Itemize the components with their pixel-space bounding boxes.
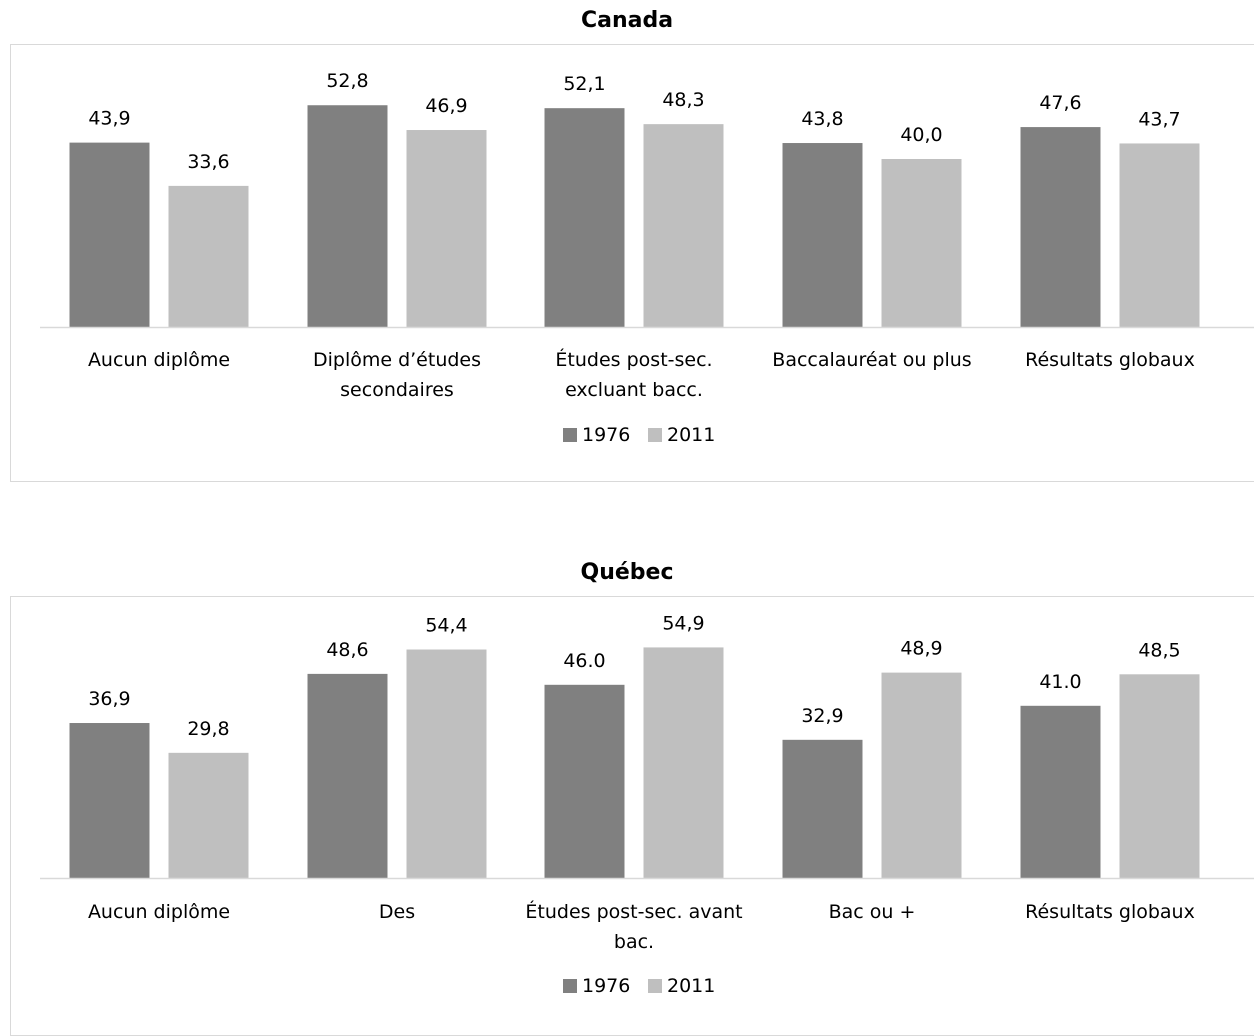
data-label-quebec-1976-1: 48,6 — [326, 639, 368, 661]
data-label-quebec-2011-2: 54,9 — [662, 612, 704, 634]
bar-quebec-1976-4 — [1020, 705, 1101, 878]
chart-frame-canada — [10, 44, 1254, 482]
data-label-quebec-1976-2: 46.0 — [563, 650, 605, 672]
data-label-canada-2011-0: 33,6 — [187, 151, 229, 173]
data-label-canada-2011-4: 43,7 — [1138, 108, 1180, 130]
bar-quebec-1976-2 — [544, 684, 625, 878]
category-label-quebec-2: Études post-sec. avant bac. — [525, 900, 742, 953]
bar-quebec-2011-0 — [168, 752, 249, 878]
category-label-canada-4: Résultats globaux — [1025, 349, 1195, 371]
bar-quebec-2011-4 — [1119, 674, 1200, 878]
data-label-canada-1976-2: 52,1 — [563, 73, 605, 95]
bar-canada-1976-1 — [307, 105, 388, 328]
bar-canada-1976-4 — [1020, 127, 1101, 327]
legend-label-canada-1976: 1976 — [582, 424, 630, 446]
chart-title-quebec: Québec — [580, 560, 674, 585]
data-label-canada-2011-2: 48,3 — [662, 89, 704, 111]
category-label-canada-2: Études post-sec. excluant bacc. — [555, 348, 712, 401]
bar-canada-2011-0 — [168, 185, 249, 327]
data-label-quebec-2011-0: 29,8 — [187, 718, 229, 740]
legend-swatch-canada-1976 — [563, 428, 577, 442]
data-label-canada-1976-4: 47,6 — [1039, 92, 1081, 114]
category-label-quebec-3: Bac ou + — [829, 901, 916, 923]
legend-swatch-quebec-1976 — [563, 979, 577, 993]
category-label-quebec-1: Des — [379, 901, 415, 923]
legend-label-canada-2011: 2011 — [667, 424, 715, 446]
bar-canada-1976-2 — [544, 108, 625, 328]
bar-quebec-2011-3 — [881, 672, 962, 878]
category-label-quebec-4: Résultats globaux — [1025, 901, 1195, 923]
data-label-canada-1976-0: 43,9 — [88, 108, 130, 130]
bar-canada-2011-1 — [406, 130, 487, 327]
chart-title-canada: Canada — [580, 8, 674, 33]
bar-quebec-1976-3 — [782, 739, 863, 878]
data-label-quebec-2011-3: 48,9 — [900, 638, 942, 660]
bar-canada-2011-4 — [1119, 143, 1200, 327]
data-label-quebec-2011-4: 48,5 — [1138, 639, 1180, 661]
bar-canada-1976-0 — [69, 142, 150, 327]
data-label-canada-2011-1: 46,9 — [425, 95, 467, 117]
category-label-quebec-0: Aucun diplôme — [88, 901, 230, 923]
data-label-quebec-1976-4: 41.0 — [1039, 671, 1081, 693]
bar-quebec-1976-1 — [307, 673, 388, 878]
bar-canada-1976-3 — [782, 143, 863, 327]
legend-swatch-quebec-2011 — [648, 979, 662, 993]
bar-canada-2011-2 — [643, 124, 724, 327]
data-label-canada-2011-3: 40,0 — [900, 124, 942, 146]
legend-label-quebec-2011: 2011 — [667, 975, 715, 997]
bar-quebec-1976-0 — [69, 723, 150, 878]
data-label-canada-1976-1: 52,8 — [326, 70, 368, 92]
data-label-quebec-1976-0: 36,9 — [88, 688, 130, 710]
legend-label-quebec-1976: 1976 — [582, 975, 630, 997]
data-label-quebec-2011-1: 54,4 — [425, 615, 467, 637]
category-label-canada-1: Diplôme d’études secondaires — [313, 349, 481, 401]
data-label-quebec-1976-3: 32,9 — [801, 705, 843, 727]
bar-quebec-2011-2 — [643, 647, 724, 878]
bar-quebec-2011-1 — [406, 649, 487, 878]
legend-swatch-canada-2011 — [648, 428, 662, 442]
category-label-canada-3: Baccalauréat ou plus — [772, 349, 971, 371]
data-label-canada-1976-3: 43,8 — [801, 108, 843, 130]
bar-canada-2011-3 — [881, 159, 962, 327]
category-label-canada-0: Aucun diplôme — [88, 349, 230, 371]
